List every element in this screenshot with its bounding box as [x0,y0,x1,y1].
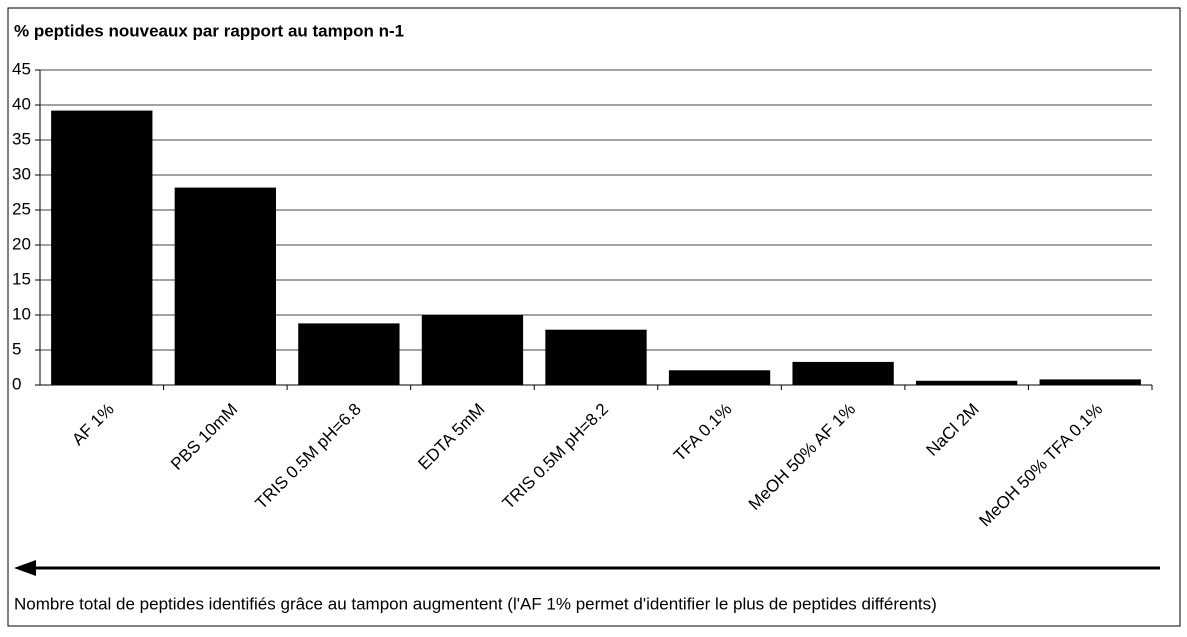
y-tick-label: 35 [12,129,31,148]
x-tick-label: AF 1% [68,400,118,450]
x-tick-label: PBS 10mM [167,400,241,474]
x-tick-label: MeOH 50% AF 1% [745,400,859,514]
y-tick-label: 10 [12,304,31,323]
x-tick-label: NaCl 2M [922,400,982,460]
bar [916,380,1018,385]
annotation: Nombre total de peptides identifiés grâc… [14,594,937,613]
x-tick-label: TRIS 0.5M pH=8.2 [499,400,612,513]
arrow-head [14,560,36,576]
y-tick-label: 45 [12,59,31,78]
y-tick-label: 20 [12,234,31,253]
bar [51,110,153,385]
y-tick-label: 30 [12,164,31,183]
bar [1039,379,1141,385]
y-tick-label: 40 [12,94,31,113]
bar [298,323,400,385]
bar [421,315,524,385]
y-tick-label: 5 [12,339,21,358]
y-tick-label: 0 [12,374,21,393]
x-tick-label: TFA 0.1% [670,400,736,466]
bar [668,370,771,385]
bar [545,329,647,385]
bar [792,361,894,385]
y-tick-label: 15 [12,269,31,288]
y-tick-label: 25 [12,199,31,218]
bar [174,187,276,385]
x-tick-label: MeOH 50% TFA 0.1% [975,400,1106,531]
frame [7,7,1181,627]
x-tick-label: TRIS 0.5M pH=6.8 [252,400,365,513]
x-tick-label: EDTA 5mM [414,400,488,474]
chart-title: % peptides nouveaux par rapport au tampo… [14,21,404,40]
